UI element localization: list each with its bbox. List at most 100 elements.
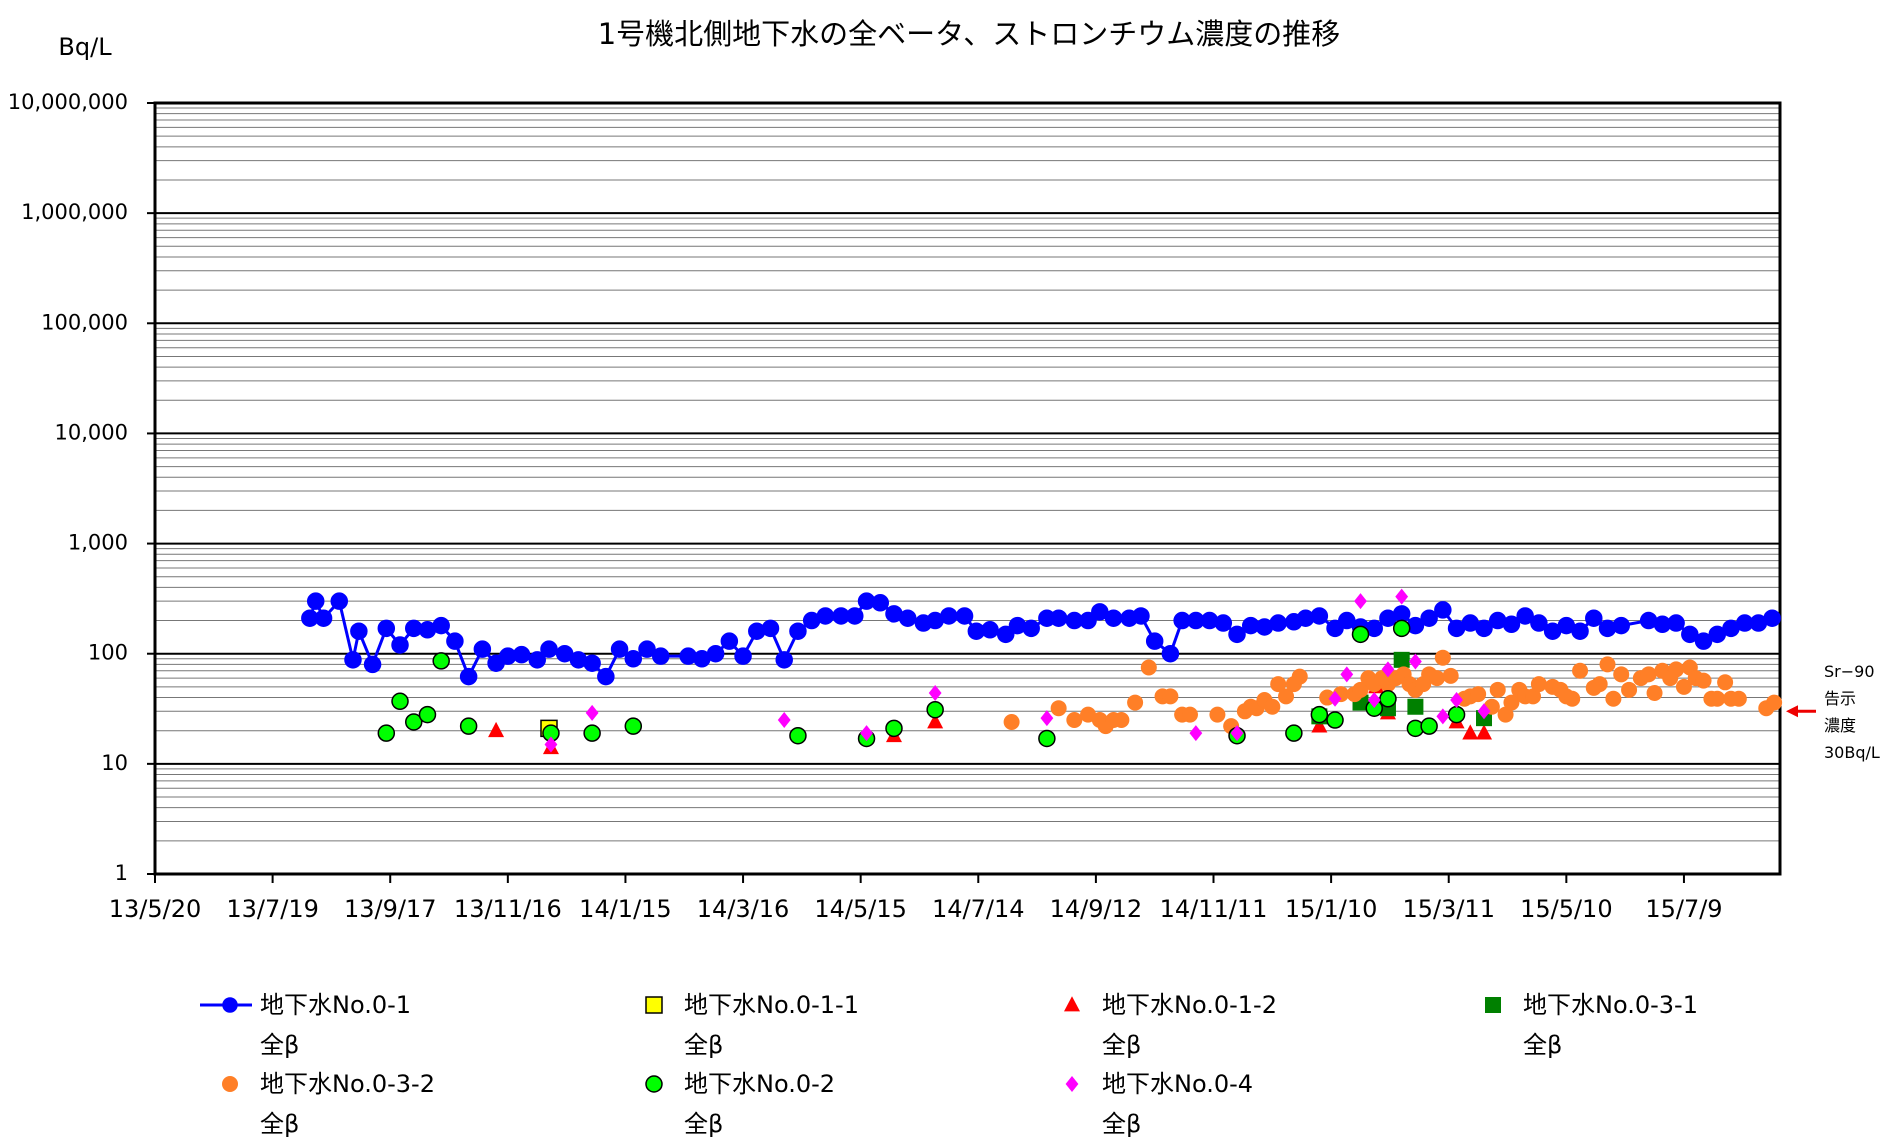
marker — [583, 654, 601, 672]
marker — [1310, 607, 1329, 625]
marker — [1564, 690, 1581, 707]
legend-marker — [222, 997, 238, 1013]
y-axis-unit: Bq/L — [58, 33, 112, 61]
marker — [651, 647, 670, 665]
marker — [1269, 614, 1287, 632]
legend-label: 地下水No.0-4 全β — [1102, 1070, 1254, 1138]
y-tick-label: 10 — [101, 751, 128, 775]
marker — [1428, 670, 1445, 687]
marker — [1230, 725, 1244, 742]
marker — [1352, 681, 1369, 698]
marker — [391, 692, 409, 711]
x-tick-label: 13/5/20 — [109, 895, 202, 923]
marker — [1462, 724, 1479, 740]
marker — [940, 607, 958, 625]
marker — [1730, 690, 1747, 707]
marker — [1132, 607, 1150, 625]
x-tick-label: 13/9/17 — [344, 895, 437, 923]
marker — [1066, 712, 1083, 729]
marker — [981, 621, 999, 639]
marker — [512, 645, 531, 664]
marker — [1681, 625, 1699, 644]
marker — [377, 619, 396, 638]
marker — [1209, 706, 1226, 723]
y-tick-label: 1,000 — [68, 531, 128, 555]
marker — [638, 640, 656, 658]
marker — [1605, 690, 1622, 707]
marker — [1392, 605, 1411, 623]
legend-label: 地下水No.0-1 全β — [260, 991, 412, 1059]
y-tick-label: 100,000 — [41, 310, 128, 334]
marker — [1189, 725, 1203, 742]
x-tick-label: 13/11/16 — [454, 895, 562, 923]
marker — [1278, 688, 1295, 705]
legend-marker — [645, 996, 663, 1014]
marker — [624, 650, 643, 668]
legend-marker — [1065, 1076, 1079, 1092]
marker — [1530, 614, 1548, 632]
marker — [585, 704, 599, 721]
marker — [1181, 706, 1198, 723]
marker — [1621, 681, 1638, 698]
marker — [1395, 588, 1409, 605]
marker — [1367, 691, 1381, 708]
marker — [446, 632, 464, 650]
legend-marker — [1064, 996, 1080, 1012]
marker — [1476, 724, 1493, 740]
marker — [1530, 676, 1547, 693]
marker — [344, 651, 362, 669]
series — [544, 588, 1491, 753]
marker — [1003, 713, 1020, 730]
marker — [871, 594, 890, 612]
marker — [1328, 690, 1342, 707]
legend-label: 地下水No.0-1-1 全β — [684, 991, 859, 1059]
legend-label: 地下水No.0-2 全β — [684, 1070, 836, 1138]
marker — [1162, 688, 1179, 705]
marker — [350, 622, 368, 640]
marker — [1695, 672, 1712, 689]
marker — [816, 607, 835, 625]
series — [301, 592, 1781, 686]
legend-label: 地下水No.0-3-1 全β — [1523, 991, 1698, 1059]
marker — [1264, 698, 1281, 715]
legend-marker — [1485, 997, 1501, 1013]
y-tick-label: 10,000 — [55, 420, 128, 444]
x-tick-label: 14/11/11 — [1160, 895, 1268, 923]
marker — [1709, 690, 1726, 707]
marker — [1503, 694, 1520, 711]
marker — [1613, 666, 1630, 683]
marker — [610, 640, 629, 658]
marker — [1354, 593, 1367, 610]
marker — [1407, 698, 1424, 715]
marker — [544, 736, 558, 753]
marker — [1436, 708, 1450, 725]
marker — [1766, 694, 1783, 711]
marker — [1145, 632, 1164, 650]
marker — [1475, 619, 1493, 638]
marker — [1585, 609, 1603, 627]
marker — [1050, 700, 1067, 717]
marker — [1694, 632, 1713, 650]
marker — [540, 640, 558, 658]
marker — [488, 721, 505, 738]
marker — [1379, 690, 1397, 708]
marker — [1525, 688, 1542, 705]
marker — [996, 625, 1015, 644]
y-tick-label: 1,000,000 — [21, 200, 128, 224]
x-tick-label: 14/1/15 — [579, 895, 672, 923]
x-tick-label: 15/1/10 — [1285, 895, 1378, 923]
marker — [1646, 684, 1663, 701]
marker — [927, 713, 944, 729]
marker — [1127, 694, 1144, 711]
marker — [1572, 662, 1589, 679]
marker — [1393, 651, 1410, 668]
marker — [1675, 678, 1692, 695]
marker — [1161, 644, 1180, 663]
marker — [1340, 666, 1354, 683]
marker — [926, 700, 944, 719]
marker — [1434, 649, 1451, 666]
marker — [1113, 712, 1130, 729]
marker — [1311, 717, 1328, 733]
marker — [1497, 706, 1514, 723]
